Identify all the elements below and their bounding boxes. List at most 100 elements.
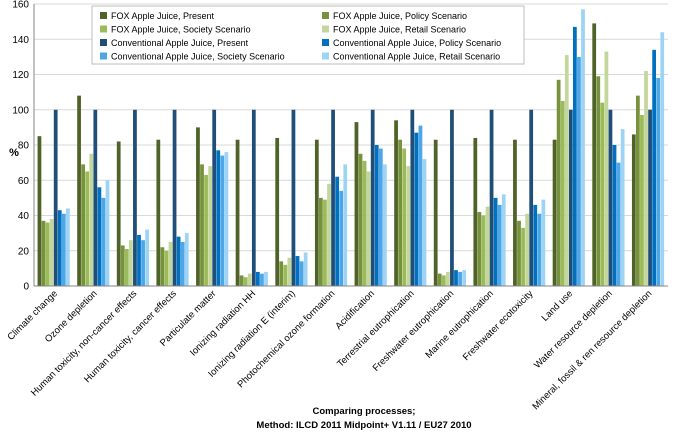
- bar: [616, 162, 621, 287]
- bar: [446, 271, 450, 286]
- x-category-label: Water resource depletion: [532, 288, 615, 371]
- bar: [275, 137, 280, 286]
- bar: [362, 160, 367, 286]
- bar: [295, 256, 300, 286]
- bar: [251, 109, 256, 286]
- bar: [299, 261, 304, 286]
- bar: [335, 176, 340, 286]
- bar: [41, 220, 46, 286]
- bar: [57, 210, 62, 286]
- bar: [652, 49, 657, 286]
- bar: [517, 220, 521, 286]
- bar: [137, 234, 141, 286]
- bar: [437, 273, 442, 286]
- legend-label: Conventional Apple Juice, Present: [111, 38, 249, 48]
- bar: [644, 70, 648, 286]
- bar: [477, 211, 482, 286]
- bar: [129, 240, 133, 286]
- legend-label: FOX Apple Juice, Policy Scenario: [333, 11, 467, 21]
- bar: [648, 109, 652, 286]
- bar: [172, 109, 177, 286]
- bar: [394, 120, 398, 286]
- bar: [568, 109, 573, 286]
- bar: [220, 155, 225, 286]
- bar: [208, 166, 213, 286]
- y-tick-label: 0: [23, 282, 29, 293]
- bar: [49, 219, 54, 286]
- bar: [604, 51, 609, 287]
- y-tick-label: 60: [18, 176, 30, 187]
- bar: [573, 26, 577, 286]
- bar: [402, 148, 407, 286]
- bar: [283, 264, 288, 286]
- bar: [212, 109, 217, 286]
- y-tick-label: 100: [12, 105, 29, 116]
- bar: [204, 174, 208, 286]
- bar: [184, 233, 189, 287]
- x-category-label: Freshwater eutrophication: [371, 288, 456, 373]
- bar: [105, 180, 110, 286]
- bar: [462, 270, 467, 286]
- bar: [656, 78, 661, 287]
- y-tick-label: 140: [12, 35, 29, 46]
- x-axis-label-line2: Method: ILCD 2011 Midpoint+ V1.11 / EU27…: [256, 420, 471, 431]
- bar: [560, 100, 565, 286]
- legend-swatch: [322, 12, 329, 19]
- bar: [414, 132, 419, 286]
- bar: [85, 171, 90, 286]
- legend-label: FOX Apple Juice, Retail Scenario: [333, 25, 466, 35]
- bar: [319, 197, 323, 287]
- bar: [620, 129, 625, 286]
- bar: [640, 115, 644, 286]
- bar: [200, 164, 204, 286]
- bar: [224, 152, 229, 286]
- bar: [441, 275, 446, 286]
- bar: [473, 137, 478, 286]
- bar: [612, 145, 617, 286]
- x-category-label: Marine eutrophication: [423, 288, 495, 360]
- bar: [291, 109, 296, 286]
- bar: [608, 109, 613, 286]
- bar: [101, 197, 106, 287]
- legend-swatch: [322, 52, 329, 60]
- bar: [37, 136, 42, 286]
- bar: [596, 76, 601, 286]
- bar: [410, 109, 415, 286]
- bar: [339, 190, 344, 286]
- legend-swatch: [100, 25, 107, 33]
- bar: [398, 139, 403, 286]
- bar: [529, 109, 534, 286]
- bar: [133, 109, 137, 286]
- bar: [631, 134, 636, 286]
- bar: [235, 139, 240, 286]
- bar: [327, 183, 331, 286]
- bar: [577, 56, 581, 287]
- y-tick-label: 80: [18, 141, 30, 152]
- bar: [89, 153, 94, 286]
- bar: [533, 204, 538, 286]
- bar: [116, 141, 121, 286]
- x-category-label: Ionizing radiation HH: [188, 288, 258, 358]
- bar: [168, 241, 173, 286]
- bar: [552, 139, 557, 286]
- bar: [581, 9, 585, 286]
- bar: [124, 248, 129, 286]
- legend-box: [91, 5, 525, 65]
- bar: [279, 261, 284, 286]
- bar: [525, 213, 530, 286]
- bar: [493, 197, 498, 287]
- y-tick-labels: 0 20 40 60 80 100 120 140 160: [12, 0, 29, 293]
- bar: [366, 171, 371, 286]
- x-category-label: Land use: [540, 288, 575, 323]
- legend-label: Conventional Apple Juice, Retail Scenari…: [333, 52, 500, 62]
- bar: [323, 199, 327, 286]
- bar: [97, 187, 102, 286]
- bar: [358, 153, 363, 286]
- bar: [537, 213, 542, 286]
- bar: [176, 236, 181, 286]
- bar: [53, 109, 58, 286]
- bar: [156, 139, 161, 286]
- bar: [160, 247, 165, 286]
- legend-swatch: [322, 39, 329, 46]
